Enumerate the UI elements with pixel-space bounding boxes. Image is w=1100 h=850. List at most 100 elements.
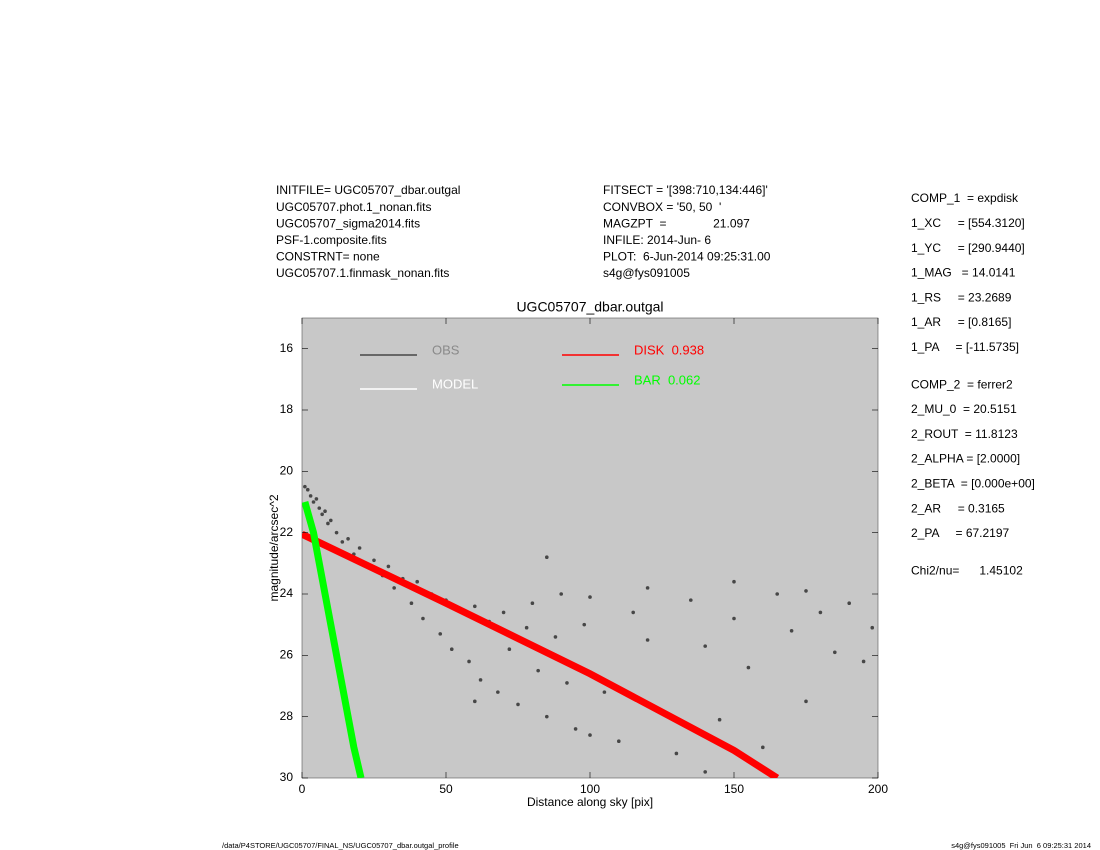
parameter-line: COMP_1 = expdisk <box>911 191 1019 205</box>
header-middle-line: FITSECT = '[398:710,134:446]' <box>603 183 768 197</box>
obs-point <box>308 494 313 498</box>
obs-point <box>818 610 823 615</box>
parameter-line: 1_RS = 23.2689 <box>911 290 1012 304</box>
obs-point <box>645 638 650 642</box>
obs-point <box>473 604 477 609</box>
parameter-line: Chi2/nu= 1.45102 <box>911 563 1023 577</box>
y-axis-label: magnitude/arcsec^2 <box>267 494 281 601</box>
obs-point <box>409 601 414 605</box>
obs-point <box>516 702 520 707</box>
obs-point <box>847 601 851 605</box>
obs-point <box>421 616 425 621</box>
parameter-line: 1_YC = [290.9440] <box>911 241 1025 255</box>
y-tick-label: 30 <box>280 770 294 784</box>
obs-point <box>833 650 837 655</box>
parameter-line: 1_MAG = 14.0141 <box>911 266 1016 280</box>
obs-point <box>311 500 316 504</box>
x-axis-label: Distance along sky [pix] <box>527 795 653 809</box>
obs-point <box>588 733 592 737</box>
obs-point <box>326 521 330 526</box>
obs-point <box>588 595 592 599</box>
obs-point <box>317 506 322 510</box>
obs-point <box>314 497 319 501</box>
obs-point <box>386 564 391 569</box>
obs-point <box>415 579 420 584</box>
series-line <box>302 501 365 778</box>
obs-point <box>631 610 635 615</box>
obs-point <box>305 487 310 492</box>
y-tick-label: 28 <box>280 709 294 723</box>
y-tick-label: 22 <box>280 525 294 539</box>
obs-point <box>645 586 650 590</box>
obs-point <box>789 629 794 633</box>
x-tick-label: 100 <box>580 782 600 796</box>
header-middle-line: PLOT: 6-Jun-2014 09:25:31.00 <box>603 250 771 264</box>
obs-point <box>732 616 736 621</box>
obs-point <box>717 717 722 722</box>
legend-label: DISK 0.938 <box>634 342 704 357</box>
obs-point <box>804 589 808 593</box>
obs-point <box>870 625 875 630</box>
obs-point <box>536 668 540 673</box>
x-tick-label: 200 <box>868 782 888 796</box>
header-left-line: UGC05707.1.finmask_nonan.fits <box>276 266 449 280</box>
obs-point <box>545 714 549 719</box>
obs-point <box>703 770 707 774</box>
header-left-line: INITFILE= UGC05707_dbar.outgal <box>276 183 460 197</box>
header-middle-line: CONVBOX = '50, 50 ' <box>603 200 721 214</box>
obs-point <box>565 681 569 685</box>
header-left-line: UGC05707_sigma2014.fits <box>276 216 420 230</box>
obs-point <box>320 512 324 517</box>
obs-point <box>478 678 483 682</box>
obs-point <box>861 659 866 664</box>
obs-point <box>732 579 736 584</box>
obs-point <box>357 546 362 550</box>
plot-clip <box>302 484 875 778</box>
obs-point <box>467 659 471 664</box>
obs-point <box>703 644 707 648</box>
header-middle-line: INFILE: 2014-Jun- 6 <box>603 233 711 247</box>
header-left-line: UGC05707.phot.1_nonan.fits <box>276 200 431 214</box>
obs-point <box>303 484 307 489</box>
obs-point <box>746 665 751 670</box>
parameter-line: 2_BETA = [0.000e+00] <box>911 476 1035 490</box>
header-left-line: CONSTRNT= none <box>276 250 380 264</box>
obs-point <box>329 518 333 523</box>
y-tick-label: 24 <box>280 586 294 600</box>
obs-point <box>473 699 477 704</box>
obs-point <box>372 558 376 563</box>
parameter-line: 2_ALPHA = [2.0000] <box>911 452 1020 466</box>
plot-background <box>301 317 879 779</box>
obs-point <box>530 601 535 605</box>
footer-left: /data/P4STORE/UGC05707/FINAL_NS/UGC05707… <box>222 841 459 850</box>
obs-point <box>507 647 512 651</box>
obs-point <box>559 592 563 596</box>
obs-point <box>334 530 339 535</box>
obs-point <box>804 699 808 704</box>
y-tick-label: 16 <box>280 341 294 355</box>
series-line <box>302 531 780 778</box>
x-tick-label: 50 <box>439 782 453 796</box>
obs-point <box>392 586 396 590</box>
obs-point <box>689 598 693 602</box>
obs-point <box>602 690 607 694</box>
parameter-line: 2_ROUT = 11.8123 <box>911 427 1018 441</box>
footer-right: s4g@fys091005 Fri Jun 6 09:25:31 2014 <box>951 841 1091 850</box>
parameter-line: 1_PA = [-11.5735] <box>911 340 1019 354</box>
y-tick-label: 26 <box>280 648 294 662</box>
y-tick-label: 18 <box>280 402 294 416</box>
obs-point <box>545 555 549 559</box>
parameter-line: 1_AR = [0.8165] <box>911 315 1011 329</box>
parameter-line: 2_PA = 67.2197 <box>911 526 1010 540</box>
parameter-line: 2_MU_0 = 20.5151 <box>911 402 1017 416</box>
x-tick-label: 150 <box>724 782 744 796</box>
obs-point <box>501 610 506 615</box>
obs-point <box>438 632 443 636</box>
header-middle-line: MAGZPT = 21.097 <box>603 216 750 230</box>
obs-point <box>573 727 578 731</box>
obs-point <box>674 751 679 756</box>
parameter-line: COMP_2 = ferrer2 <box>911 377 1013 391</box>
legend-label: BAR 0.062 <box>634 372 701 387</box>
obs-point <box>323 509 327 513</box>
